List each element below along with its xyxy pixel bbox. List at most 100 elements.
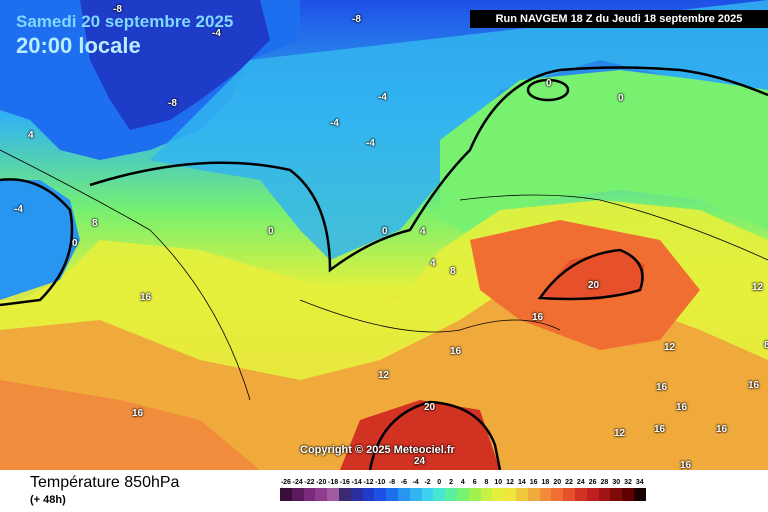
isotherm-thin-2 <box>459 194 768 261</box>
color-scale-label: -10 <box>375 479 386 486</box>
very-cold-region <box>80 0 270 130</box>
color-scale-step: 30 <box>610 478 623 508</box>
color-scale-label: 6 <box>472 479 477 486</box>
color-scale-step: 20 <box>551 478 564 508</box>
color-scale-label: -12 <box>363 479 374 486</box>
color-scale-label: -14 <box>351 479 362 486</box>
color-scale-step: -16 <box>338 478 351 508</box>
color-scale-step: 10 <box>492 478 505 508</box>
color-scale-label: 12 <box>506 479 514 486</box>
color-scale-swatch <box>551 488 564 501</box>
isotherm-label: 12 <box>752 282 764 293</box>
color-scale-swatch <box>291 488 304 501</box>
isotherm-0-island <box>526 78 570 102</box>
isotherm-label: 16 <box>654 424 666 435</box>
isotherm-label: 12 <box>614 428 626 439</box>
color-scale-swatch <box>563 488 575 501</box>
color-scale-label: 14 <box>517 479 526 486</box>
isotherm-label: 16 <box>676 402 688 413</box>
color-scale-step: 16 <box>527 478 540 508</box>
color-scale-swatch <box>338 488 351 501</box>
color-scale-step: 24 <box>574 478 587 508</box>
color-scale-swatch <box>586 488 599 501</box>
isotherm-label: 16 <box>656 382 668 393</box>
isotherm-label: 16 <box>132 408 144 419</box>
mild-region <box>440 70 768 240</box>
color-scale-label: 34 <box>635 479 644 486</box>
isotherm-20 <box>537 248 644 301</box>
color-scale-swatch <box>622 488 634 501</box>
color-scale-step: 4 <box>456 478 469 508</box>
color-scale-label: 32 <box>624 479 632 486</box>
color-scale-step: -10 <box>374 478 387 508</box>
color-scale-label: 30 <box>612 479 621 486</box>
isotherm-label: 16 <box>748 380 760 391</box>
isotherm-label: 0 <box>268 226 274 237</box>
forecast-time: 20:00 locale <box>16 33 141 58</box>
isotherm-label: 4 <box>28 130 34 141</box>
color-scale-step: -18 <box>327 478 339 508</box>
south-hot-region <box>340 400 500 470</box>
color-scale-swatch <box>433 488 446 501</box>
color-scale-swatch <box>362 488 375 501</box>
color-scale-step: -4 <box>409 478 422 508</box>
color-scale-step: 12 <box>504 478 516 508</box>
isotherm-label: -8 <box>352 14 361 25</box>
forecast-date: Samedi 20 septembre 2025 <box>16 12 234 31</box>
color-scale-label: -22 <box>304 479 315 486</box>
footer: Température 850hPa (+ 48h) -26 -24 -22 -20-… <box>0 470 768 512</box>
color-scale-step: 28 <box>598 478 611 508</box>
color-scale-step: 2 <box>445 478 457 508</box>
color-scale-swatch <box>445 488 457 501</box>
temperature-map <box>0 0 768 470</box>
isotherm-label: 0 <box>546 78 552 89</box>
isotherm-label: 16 <box>450 346 462 357</box>
color-scale-label: -8 <box>388 479 396 486</box>
isotherm-label: 8 <box>450 266 456 277</box>
isotherm-label: 0 <box>382 226 388 237</box>
color-scale-step: 6 <box>468 478 481 508</box>
southwest-warm <box>0 380 260 470</box>
color-scale-label: -2 <box>424 479 431 486</box>
color-scale-label: -24 <box>292 479 303 486</box>
left-cold-patch <box>0 180 80 300</box>
isotherm-label: -4 <box>212 28 221 39</box>
color-scale-swatch <box>468 488 481 501</box>
color-scale-step: -22 <box>303 478 316 508</box>
color-scale-step: 34 <box>633 478 646 508</box>
color-scale-swatch <box>280 488 292 501</box>
color-scale-label: 26 <box>588 479 597 486</box>
color-scale-label: -16 <box>339 479 350 486</box>
color-scale-step: 14 <box>515 478 528 508</box>
parameter-title: Température 850hPa <box>30 474 180 491</box>
isotherm-label: 8 <box>92 218 98 229</box>
color-scale-label: -18 <box>328 479 339 486</box>
isotherm-0 <box>0 178 74 307</box>
color-scale-swatch <box>574 488 587 501</box>
isotherm-label: 8 <box>764 340 768 351</box>
color-scale-step: -12 <box>362 478 375 508</box>
isotherm-thin-3 <box>299 299 561 333</box>
color-scale-step: -6 <box>397 478 410 508</box>
color-scale-step: -8 <box>386 478 398 508</box>
color-scale-label: 28 <box>600 479 609 486</box>
isotherm-label: -4 <box>330 118 339 129</box>
color-scale-swatch <box>315 488 328 501</box>
isotherm-label: -4 <box>14 204 23 215</box>
color-scale-swatch <box>303 488 316 501</box>
color-scale-swatch <box>504 488 516 501</box>
color-scale-step: 26 <box>586 478 599 508</box>
lead-time: (+ 48h) <box>30 494 66 506</box>
color-scale-swatch <box>539 488 552 501</box>
color-scale-swatch <box>633 488 646 501</box>
color-scale-label: 2 <box>449 479 453 486</box>
isotherm-label: 16 <box>140 292 152 303</box>
isotherm-label: 0 <box>618 93 624 104</box>
color-scale-step: 18 <box>539 478 552 508</box>
isotherm-label: 24 <box>414 456 426 467</box>
isotherm-label: 12 <box>378 370 390 381</box>
color-scale-label: -26 <box>280 479 291 486</box>
color-scale-swatch <box>409 488 422 501</box>
color-scale-step: -2 <box>421 478 434 508</box>
isotherm-label: 16 <box>680 460 692 471</box>
